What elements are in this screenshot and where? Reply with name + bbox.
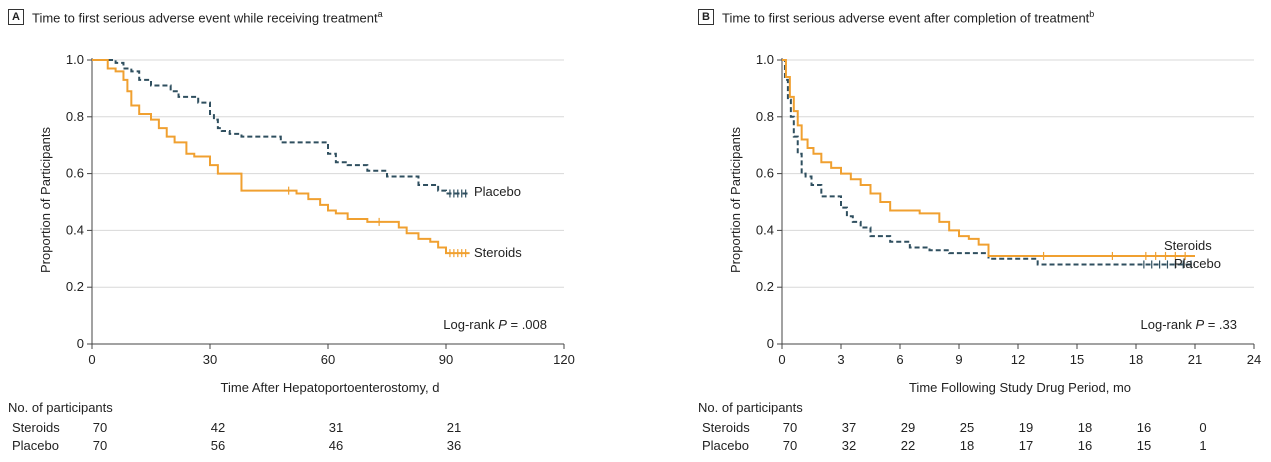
risk-row-label: Steroids <box>702 420 750 435</box>
chart-b-x-tick-label: 9 <box>955 352 962 367</box>
chart-a-annotation: Log-rank P = .008 <box>443 317 547 332</box>
chart-a-y-tick-label: 0 <box>77 336 84 351</box>
chart-a-y-tick-label: 0.8 <box>66 109 84 124</box>
chart-b-series-placebo-line <box>782 59 1195 266</box>
risk-cell: 21 <box>446 420 462 435</box>
risk-cell: 22 <box>900 438 916 453</box>
panel-a-title-text: Time to first serious adverse event whil… <box>32 10 378 26</box>
risk-cell: 25 <box>959 420 975 435</box>
risk-row-label: Placebo <box>702 438 749 453</box>
chart-b-series-label-steroids: Steroids <box>1164 238 1212 253</box>
risk-cell: 46 <box>328 438 344 453</box>
risk-cell: 18 <box>1077 420 1093 435</box>
chart-a-series-label-placebo: Placebo <box>474 184 521 199</box>
risk-table-a-header: No. of participants <box>8 400 113 415</box>
chart-b-x-tick-label: 18 <box>1129 352 1143 367</box>
chart-b-y-tick-label: 0.4 <box>756 222 774 237</box>
risk-cell: 19 <box>1018 420 1034 435</box>
chart-a-series-steroids-line <box>92 59 470 255</box>
chart-a-series-label-steroids: Steroids <box>474 245 522 260</box>
chart-a-x-tick-label: 30 <box>203 352 217 367</box>
risk-cell: 32 <box>841 438 857 453</box>
risk-row-steroids: Steroids 70 37 29 25 19 18 16 0 <box>698 420 1271 436</box>
chart-a-series-placebo-line <box>92 59 470 195</box>
risk-cell: 70 <box>782 438 798 453</box>
risk-cell: 29 <box>900 420 916 435</box>
chart-b-y-axis-label: Proportion of Participants <box>728 127 743 273</box>
panel-a-letter: A <box>8 9 24 25</box>
risk-table-b-header: No. of participants <box>698 400 803 415</box>
risk-cell: 18 <box>959 438 975 453</box>
risk-table-b: No. of participants Steroids 70 37 29 25… <box>698 400 1271 456</box>
chart-a-x-axis-label: Time After Hepatoportoenterostomy, d <box>221 380 440 395</box>
chart-b-y-tick-label: 0.2 <box>756 279 774 294</box>
chart-b-annotation-prefix: Log-rank <box>1141 317 1196 332</box>
panel-b-title: Time to first serious adverse event afte… <box>722 9 1094 25</box>
risk-cell: 70 <box>782 420 798 435</box>
risk-cell: 16 <box>1136 420 1152 435</box>
risk-row-steroids: Steroids 70 42 31 21 <box>8 420 618 436</box>
chart-b-y-tick-label: 1.0 <box>756 52 774 67</box>
panel-a: A Time to first serious adverse event wh… <box>0 0 620 462</box>
risk-cell: 70 <box>92 420 108 435</box>
chart-b-y-tick-label: 0.6 <box>756 166 774 181</box>
chart-b-x-tick-label: 21 <box>1188 352 1202 367</box>
chart-b-series-steroids-line <box>782 59 1195 257</box>
risk-cell: 17 <box>1018 438 1034 453</box>
chart-b-annotation-suffix: = .33 <box>1204 317 1237 332</box>
risk-cell: 37 <box>841 420 857 435</box>
risk-cell: 16 <box>1077 438 1093 453</box>
chart-b-annotation-p: P <box>1195 317 1204 332</box>
chart-a-y-tick-label: 0.4 <box>66 222 84 237</box>
chart-b-x-tick-label: 15 <box>1070 352 1084 367</box>
chart-a-y-axis-label: Proportion of Participants <box>38 127 53 273</box>
panel-b-title-footnote: b <box>1089 8 1095 19</box>
risk-cell: 56 <box>210 438 226 453</box>
chart-a-y-tick-label: 1.0 <box>66 52 84 67</box>
chart-b-svg: Proportion of Participants Time Followin… <box>728 52 1261 395</box>
chart-b-x-tick-label: 24 <box>1247 352 1261 367</box>
chart-a-x-tick-label: 120 <box>553 352 575 367</box>
chart-a-y-tick-label: 0.6 <box>66 166 84 181</box>
chart-a-annotation-p: P <box>498 317 507 332</box>
panel-a-header: A Time to first serious adverse event wh… <box>8 8 383 26</box>
panel-b-header: B Time to first serious adverse event af… <box>698 8 1094 26</box>
chart-a-x-tick-label: 0 <box>88 352 95 367</box>
chart-b-y-tick-label: 0 <box>767 336 774 351</box>
chart-a-annotation-suffix: = .008 <box>507 317 547 332</box>
chart-b-x-tick-label: 6 <box>896 352 903 367</box>
risk-cell: 0 <box>1199 420 1207 435</box>
risk-cell: 15 <box>1136 438 1152 453</box>
chart-a-svg: Proportion of Participants Time After He… <box>38 52 575 395</box>
panel-b: B Time to first serious adverse event af… <box>690 0 1271 462</box>
panel-a-title: Time to first serious adverse event whil… <box>32 9 383 25</box>
chart-b-x-tick-label: 0 <box>778 352 785 367</box>
chart-b-x-axis-label: Time Following Study Drug Period, mo <box>909 380 1131 395</box>
panel-a-title-footnote: a <box>377 8 383 19</box>
risk-cell: 70 <box>92 438 108 453</box>
chart-b-x-tick-label: 3 <box>837 352 844 367</box>
panel-b-letter: B <box>698 9 714 25</box>
risk-row-label: Placebo <box>12 438 59 453</box>
risk-row-label: Steroids <box>12 420 60 435</box>
risk-row-placebo: Placebo 70 32 22 18 17 16 15 1 <box>698 438 1271 454</box>
risk-row-placebo: Placebo 70 56 46 36 <box>8 438 618 454</box>
chart-b-annotation: Log-rank P = .33 <box>1141 317 1237 332</box>
risk-table-a: No. of participants Steroids 70 42 31 21… <box>8 400 618 456</box>
risk-cell: 1 <box>1199 438 1207 453</box>
risk-cell: 31 <box>328 420 344 435</box>
chart-b-series-label-placebo: Placebo <box>1174 256 1221 271</box>
chart-b-y-tick-label: 0.8 <box>756 109 774 124</box>
chart-a-y-tick-label: 0.2 <box>66 279 84 294</box>
risk-cell: 36 <box>446 438 462 453</box>
chart-a-x-tick-label: 60 <box>321 352 335 367</box>
chart-a-annotation-prefix: Log-rank <box>443 317 498 332</box>
panel-b-title-text: Time to first serious adverse event afte… <box>722 10 1090 26</box>
chart-b-x-tick-label: 12 <box>1011 352 1025 367</box>
risk-cell: 42 <box>210 420 226 435</box>
chart-a-x-tick-label: 90 <box>439 352 453 367</box>
